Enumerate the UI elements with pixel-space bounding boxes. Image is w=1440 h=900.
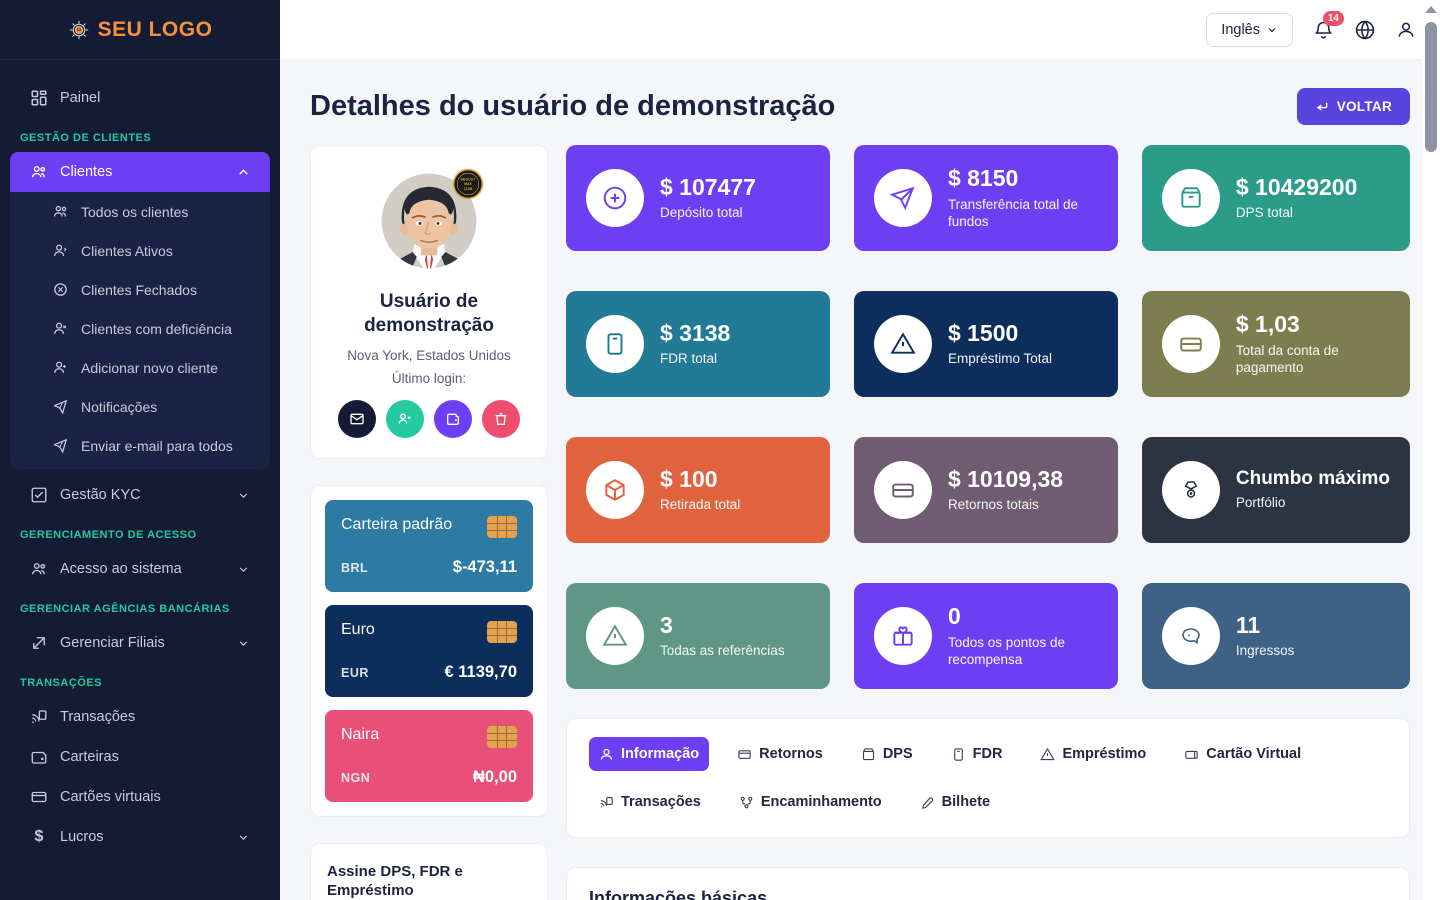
svg-text:MAX: MAX — [464, 182, 472, 186]
svg-text:DEGUST: DEGUST — [461, 177, 476, 181]
svg-text:CLUB: CLUB — [464, 187, 474, 191]
